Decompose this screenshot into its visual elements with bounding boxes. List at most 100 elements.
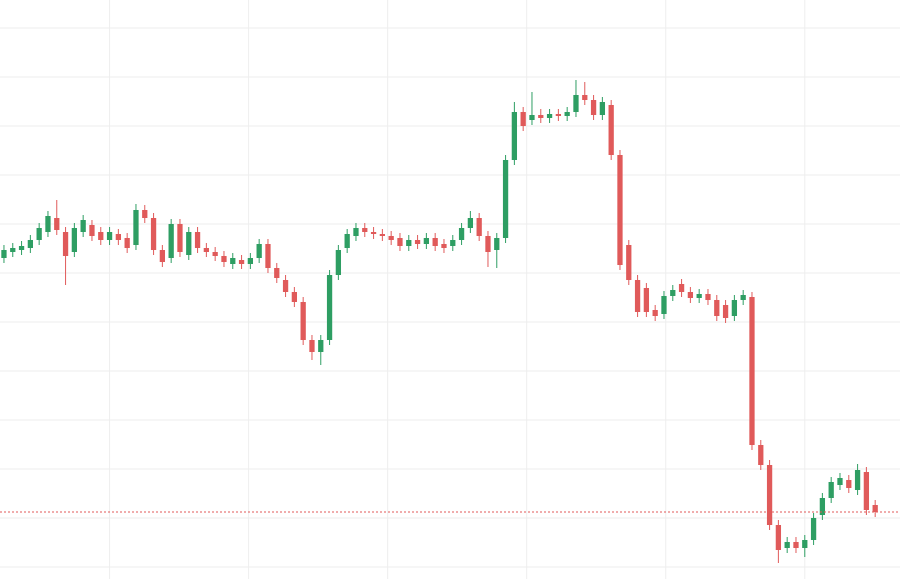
candle-body (749, 297, 755, 445)
candle-body (696, 294, 702, 298)
candle-body (309, 340, 315, 352)
candle-body (546, 114, 553, 118)
candle-body (414, 240, 421, 244)
candle-body (670, 290, 676, 296)
candle-body (714, 300, 720, 316)
candle-body (854, 470, 861, 490)
candle-body (450, 240, 456, 246)
candle-body (54, 218, 60, 230)
candle-body (10, 248, 16, 252)
candle-body (406, 240, 412, 246)
candle-body (784, 542, 790, 548)
candle-body (80, 220, 86, 232)
candle-body (643, 288, 650, 312)
candle-body (793, 542, 799, 548)
candle-body (89, 225, 95, 236)
candle-body (397, 238, 403, 246)
candle-body (485, 236, 491, 252)
candle-body (71, 228, 78, 252)
candle-body (168, 224, 174, 258)
candle-body (766, 465, 773, 525)
candle-body (758, 445, 764, 465)
candle-body (282, 280, 289, 292)
candle-body (353, 228, 359, 236)
candle-body (590, 100, 597, 115)
candle-body (247, 258, 254, 264)
candle-body (520, 112, 526, 126)
candle-body (142, 210, 148, 218)
candle-body (194, 232, 201, 248)
candle-body (27, 240, 34, 248)
candle-body (150, 218, 157, 250)
candle-body (159, 250, 166, 262)
candle-body (300, 302, 306, 340)
candle-body (221, 256, 227, 262)
candle-body (529, 115, 535, 120)
candle-body (256, 244, 262, 258)
candle-body (335, 250, 342, 275)
candle-body (318, 340, 324, 352)
candle-body (238, 260, 245, 264)
candle-body (326, 275, 333, 340)
candle-body (212, 252, 218, 256)
candle-body (203, 248, 210, 252)
candle-body (837, 478, 843, 485)
candle-body (379, 234, 386, 236)
candle-body (863, 472, 870, 510)
candle-body (538, 115, 544, 118)
candle-body (441, 244, 447, 248)
candle-body (1, 250, 7, 258)
candle-body (423, 238, 430, 244)
candle-body (678, 284, 685, 292)
candle-body (124, 238, 130, 248)
candle-body (502, 160, 509, 238)
candle-body (828, 482, 834, 498)
candle-body (564, 112, 570, 116)
candle-body (872, 505, 878, 512)
candle-body (36, 228, 42, 240)
candle-body (573, 95, 579, 112)
candle-body (802, 540, 808, 548)
candle-body (511, 112, 518, 160)
candle-body (608, 105, 614, 155)
candle-body (370, 232, 377, 234)
candle-body (291, 292, 298, 302)
candle-body (819, 498, 826, 515)
candle-body (731, 300, 738, 316)
candle-body (133, 210, 139, 245)
candle-body (652, 310, 658, 316)
candle-body (62, 232, 69, 256)
candle-body (274, 268, 280, 278)
candle-body (775, 525, 782, 550)
candle-body (810, 518, 817, 540)
candle-body (265, 244, 271, 268)
candle-body (626, 245, 632, 280)
candle-body (432, 238, 438, 246)
candle-body (476, 218, 482, 236)
candle-body (362, 228, 368, 232)
candle-body (45, 216, 51, 232)
candle-body (846, 480, 852, 488)
candle-body (494, 238, 500, 250)
candle-body (177, 224, 183, 252)
candle-body (599, 102, 606, 115)
candle-body (582, 95, 588, 100)
candle-body (617, 155, 623, 265)
candle-body (344, 234, 350, 248)
candle-body (106, 232, 113, 240)
candle-body (467, 218, 474, 228)
candle-body (98, 232, 104, 240)
candle-body (722, 305, 729, 318)
candle-body (634, 280, 641, 312)
candle-body (230, 258, 236, 264)
candle-body (555, 114, 562, 116)
candle-body (18, 246, 25, 250)
candle-body (661, 296, 667, 314)
candle-body (740, 295, 746, 300)
candle-body (186, 232, 192, 255)
candle-body (458, 228, 465, 240)
candle-body (115, 234, 122, 240)
candle-body (687, 292, 694, 298)
